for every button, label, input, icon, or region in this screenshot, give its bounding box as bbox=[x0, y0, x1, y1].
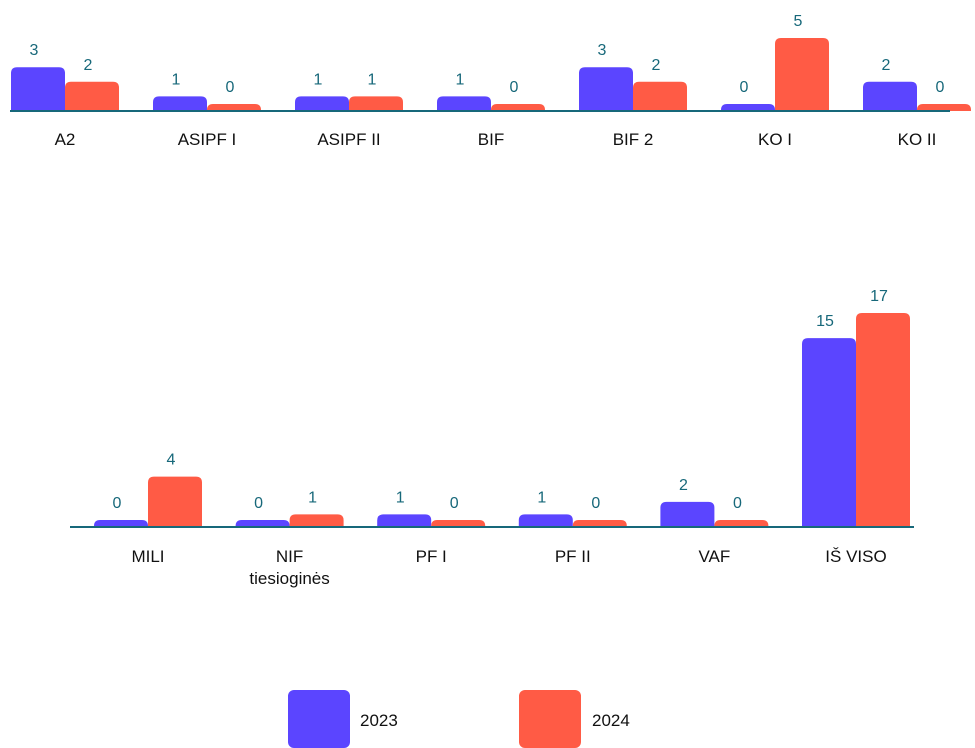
chart-panel-bottom: 0 4 MILI 0 1 NIF tiesioginės 1 0 PF I 1 0 PF II 2 0 VAF… bbox=[70, 288, 914, 588]
bar-2023-bif bbox=[437, 96, 491, 111]
chart-panel-top: 3 2 A2 1 0 ASIPF I 1 1 ASIPF II 1 0 BIF 3 2 BIF 2 0 5 KO … bbox=[10, 13, 971, 149]
bar-2024-asipf-ii bbox=[349, 96, 403, 111]
category-label-nif-tiesiogin-s: NIF tiesioginės bbox=[249, 547, 329, 588]
value-label-2023-bif: 1 bbox=[456, 71, 465, 88]
value-label-2024-bif: 0 bbox=[510, 79, 519, 96]
value-label-2023-vaf: 2 bbox=[679, 477, 688, 494]
bar-2024-ko-ii bbox=[917, 104, 971, 111]
value-label-2023-asipf-ii: 1 bbox=[314, 71, 323, 88]
value-label-2024-ko-ii: 0 bbox=[936, 79, 945, 96]
bar-2023-vaf bbox=[660, 501, 715, 527]
value-label-2023-ko-ii: 2 bbox=[882, 57, 891, 74]
bar-2024-bif-2 bbox=[633, 81, 687, 111]
legend-swatch-2024 bbox=[519, 690, 581, 748]
category-label-mili: MILI bbox=[131, 547, 164, 566]
bar-2023-ko-i bbox=[721, 104, 775, 111]
legend-swatch-2023 bbox=[288, 690, 350, 748]
bar-2024-pf-i bbox=[431, 520, 486, 527]
category-label-ko-ii: KO II bbox=[898, 130, 937, 149]
category-label-ko-i: KO I bbox=[758, 130, 792, 149]
legend: 2023 2024 bbox=[288, 690, 630, 748]
bar-2023-bif-2 bbox=[579, 67, 633, 111]
category-label-bif: BIF bbox=[478, 130, 504, 149]
bar-2023-mili bbox=[94, 520, 148, 527]
bar-2023-a2 bbox=[11, 67, 65, 111]
category-label-asipf-ii: ASIPF II bbox=[317, 130, 380, 149]
bar-2024-nif-tiesiogin-s bbox=[289, 514, 344, 527]
legend-label-2024: 2024 bbox=[592, 711, 630, 730]
bar-2023-pf-i bbox=[377, 514, 432, 527]
bar-2023-ko-ii bbox=[863, 81, 917, 111]
value-label-2024-pf-ii: 0 bbox=[591, 495, 600, 512]
value-label-2024-i-viso: 17 bbox=[870, 288, 888, 305]
value-label-2024-a2: 2 bbox=[84, 57, 93, 74]
value-label-2023-pf-ii: 1 bbox=[537, 489, 546, 506]
bar-2023-asipf-ii bbox=[295, 96, 349, 111]
value-label-2023-pf-i: 1 bbox=[396, 489, 405, 506]
value-label-2024-ko-i: 5 bbox=[794, 13, 803, 30]
value-label-2024-bif-2: 2 bbox=[652, 57, 661, 74]
value-label-2024-pf-i: 0 bbox=[450, 495, 459, 512]
value-label-2023-i-viso: 15 bbox=[816, 313, 834, 330]
bar-2024-asipf-i bbox=[207, 104, 261, 111]
bar-2024-mili bbox=[148, 476, 202, 527]
bar-2024-a2 bbox=[65, 81, 119, 111]
value-label-2023-bif-2: 3 bbox=[598, 42, 607, 59]
category-label-pf-ii: PF II bbox=[555, 547, 591, 566]
category-label-pf-i: PF I bbox=[416, 547, 447, 566]
category-label-bif-2: BIF 2 bbox=[613, 130, 654, 149]
value-label-2024-asipf-i: 0 bbox=[226, 79, 235, 96]
value-label-2023-asipf-i: 1 bbox=[172, 71, 181, 88]
bar-2024-ko-i bbox=[775, 38, 829, 111]
value-label-2024-vaf: 0 bbox=[733, 495, 742, 512]
value-label-2023-a2: 3 bbox=[30, 42, 39, 59]
bar-2024-i-viso bbox=[856, 313, 910, 527]
bar-2024-bif bbox=[491, 104, 545, 111]
bar-2023-asipf-i bbox=[153, 96, 207, 111]
bar-2024-pf-ii bbox=[572, 520, 627, 527]
category-label-i-viso: IŠ VISO bbox=[825, 547, 886, 566]
value-label-2023-nif-tiesiogin-s: 0 bbox=[254, 495, 263, 512]
value-label-2023-mili: 0 bbox=[113, 495, 122, 512]
bar-2023-i-viso bbox=[802, 338, 856, 527]
bar-2024-vaf bbox=[714, 520, 769, 527]
category-label-asipf-i: ASIPF I bbox=[178, 130, 237, 149]
value-label-2024-mili: 4 bbox=[167, 452, 176, 469]
category-label-a2: A2 bbox=[55, 130, 76, 149]
category-label-vaf: VAF bbox=[698, 547, 730, 566]
bar-2023-pf-ii bbox=[518, 514, 573, 527]
value-label-2024-asipf-ii: 1 bbox=[368, 71, 377, 88]
value-label-2023-ko-i: 0 bbox=[740, 79, 749, 96]
bar-2023-nif-tiesiogin-s bbox=[235, 520, 290, 527]
value-label-2024-nif-tiesiogin-s: 1 bbox=[308, 489, 317, 506]
legend-label-2023: 2023 bbox=[360, 711, 398, 730]
